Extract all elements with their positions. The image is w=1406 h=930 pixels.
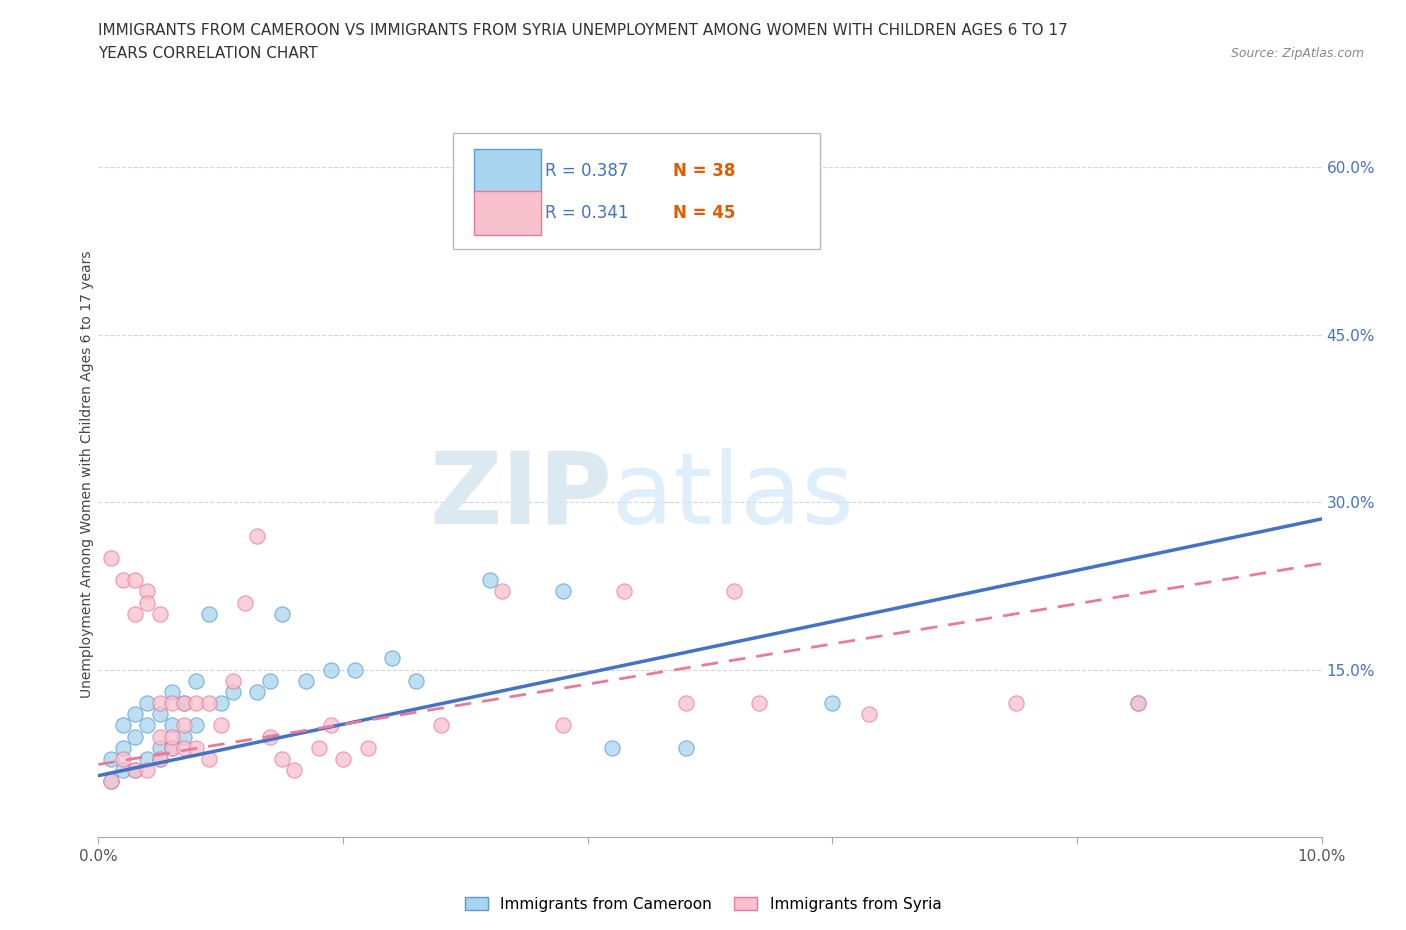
Point	[186, 673, 208, 688]
Point	[675, 696, 697, 711]
Point	[748, 696, 770, 711]
Legend: Immigrants from Cameroon, Immigrants from Syria: Immigrants from Cameroon, Immigrants fro…	[458, 890, 948, 918]
Point	[149, 707, 172, 722]
Point	[209, 718, 232, 733]
Point	[197, 751, 219, 766]
Point	[124, 763, 146, 777]
Point	[233, 595, 256, 610]
Text: IMMIGRANTS FROM CAMEROON VS IMMIGRANTS FROM SYRIA UNEMPLOYMENT AMONG WOMEN WITH : IMMIGRANTS FROM CAMEROON VS IMMIGRANTS F…	[98, 23, 1069, 38]
Point	[160, 729, 183, 744]
Point	[111, 751, 134, 766]
Point	[270, 606, 292, 621]
Point	[136, 696, 159, 711]
Point	[100, 774, 122, 789]
FancyBboxPatch shape	[474, 150, 541, 193]
Point	[149, 696, 172, 711]
Point	[356, 740, 378, 755]
Point	[197, 696, 219, 711]
Point	[124, 606, 146, 621]
Point	[173, 696, 195, 711]
Point	[381, 651, 404, 666]
Text: Source: ZipAtlas.com: Source: ZipAtlas.com	[1230, 46, 1364, 60]
Point	[723, 584, 745, 599]
Point	[124, 573, 146, 588]
Point	[124, 729, 146, 744]
Point	[1128, 696, 1150, 711]
Point	[149, 729, 172, 744]
Point	[149, 751, 172, 766]
Point	[283, 763, 305, 777]
Text: YEARS CORRELATION CHART: YEARS CORRELATION CHART	[98, 46, 318, 61]
Point	[209, 696, 232, 711]
Point	[222, 673, 245, 688]
Text: N = 45: N = 45	[673, 205, 735, 222]
Text: R = 0.341: R = 0.341	[546, 205, 628, 222]
Point	[491, 584, 513, 599]
Point	[186, 718, 208, 733]
Point	[160, 740, 183, 755]
Point	[111, 763, 134, 777]
Point	[821, 696, 844, 711]
Point	[160, 684, 183, 699]
Point	[111, 718, 134, 733]
Point	[136, 718, 159, 733]
Point	[124, 763, 146, 777]
Point	[613, 584, 636, 599]
Point	[136, 763, 159, 777]
Point	[136, 584, 159, 599]
Point	[222, 684, 245, 699]
Point	[858, 707, 880, 722]
Text: atlas: atlas	[612, 447, 853, 545]
Point	[186, 696, 208, 711]
Point	[136, 595, 159, 610]
Point	[173, 740, 195, 755]
Point	[430, 718, 453, 733]
Point	[246, 684, 269, 699]
Point	[149, 751, 172, 766]
Point	[553, 584, 575, 599]
Point	[405, 673, 427, 688]
Point	[270, 751, 292, 766]
FancyBboxPatch shape	[474, 192, 541, 235]
Point	[197, 606, 219, 621]
Text: ZIP: ZIP	[429, 447, 612, 545]
Point	[160, 740, 183, 755]
Point	[308, 740, 330, 755]
Point	[675, 740, 697, 755]
Point	[295, 673, 318, 688]
Point	[319, 662, 342, 677]
Point	[600, 740, 623, 755]
Point	[124, 707, 146, 722]
Point	[259, 673, 281, 688]
Text: R = 0.387: R = 0.387	[546, 162, 628, 180]
Point	[332, 751, 354, 766]
Text: N = 38: N = 38	[673, 162, 735, 180]
Point	[173, 718, 195, 733]
Point	[149, 606, 172, 621]
Point	[100, 551, 122, 565]
Point	[478, 573, 501, 588]
Point	[160, 718, 183, 733]
Point	[136, 751, 159, 766]
Point	[149, 740, 172, 755]
Point	[173, 729, 195, 744]
Y-axis label: Unemployment Among Women with Children Ages 6 to 17 years: Unemployment Among Women with Children A…	[80, 250, 94, 698]
Point	[111, 573, 134, 588]
Point	[259, 729, 281, 744]
Point	[1128, 696, 1150, 711]
Point	[1004, 696, 1026, 711]
Point	[100, 774, 122, 789]
Point	[319, 718, 342, 733]
Point	[344, 662, 367, 677]
Point	[100, 751, 122, 766]
Point	[160, 696, 183, 711]
FancyBboxPatch shape	[453, 133, 820, 249]
Point	[186, 740, 208, 755]
Point	[553, 718, 575, 733]
Point	[173, 696, 195, 711]
Point	[111, 740, 134, 755]
Point	[246, 528, 269, 543]
